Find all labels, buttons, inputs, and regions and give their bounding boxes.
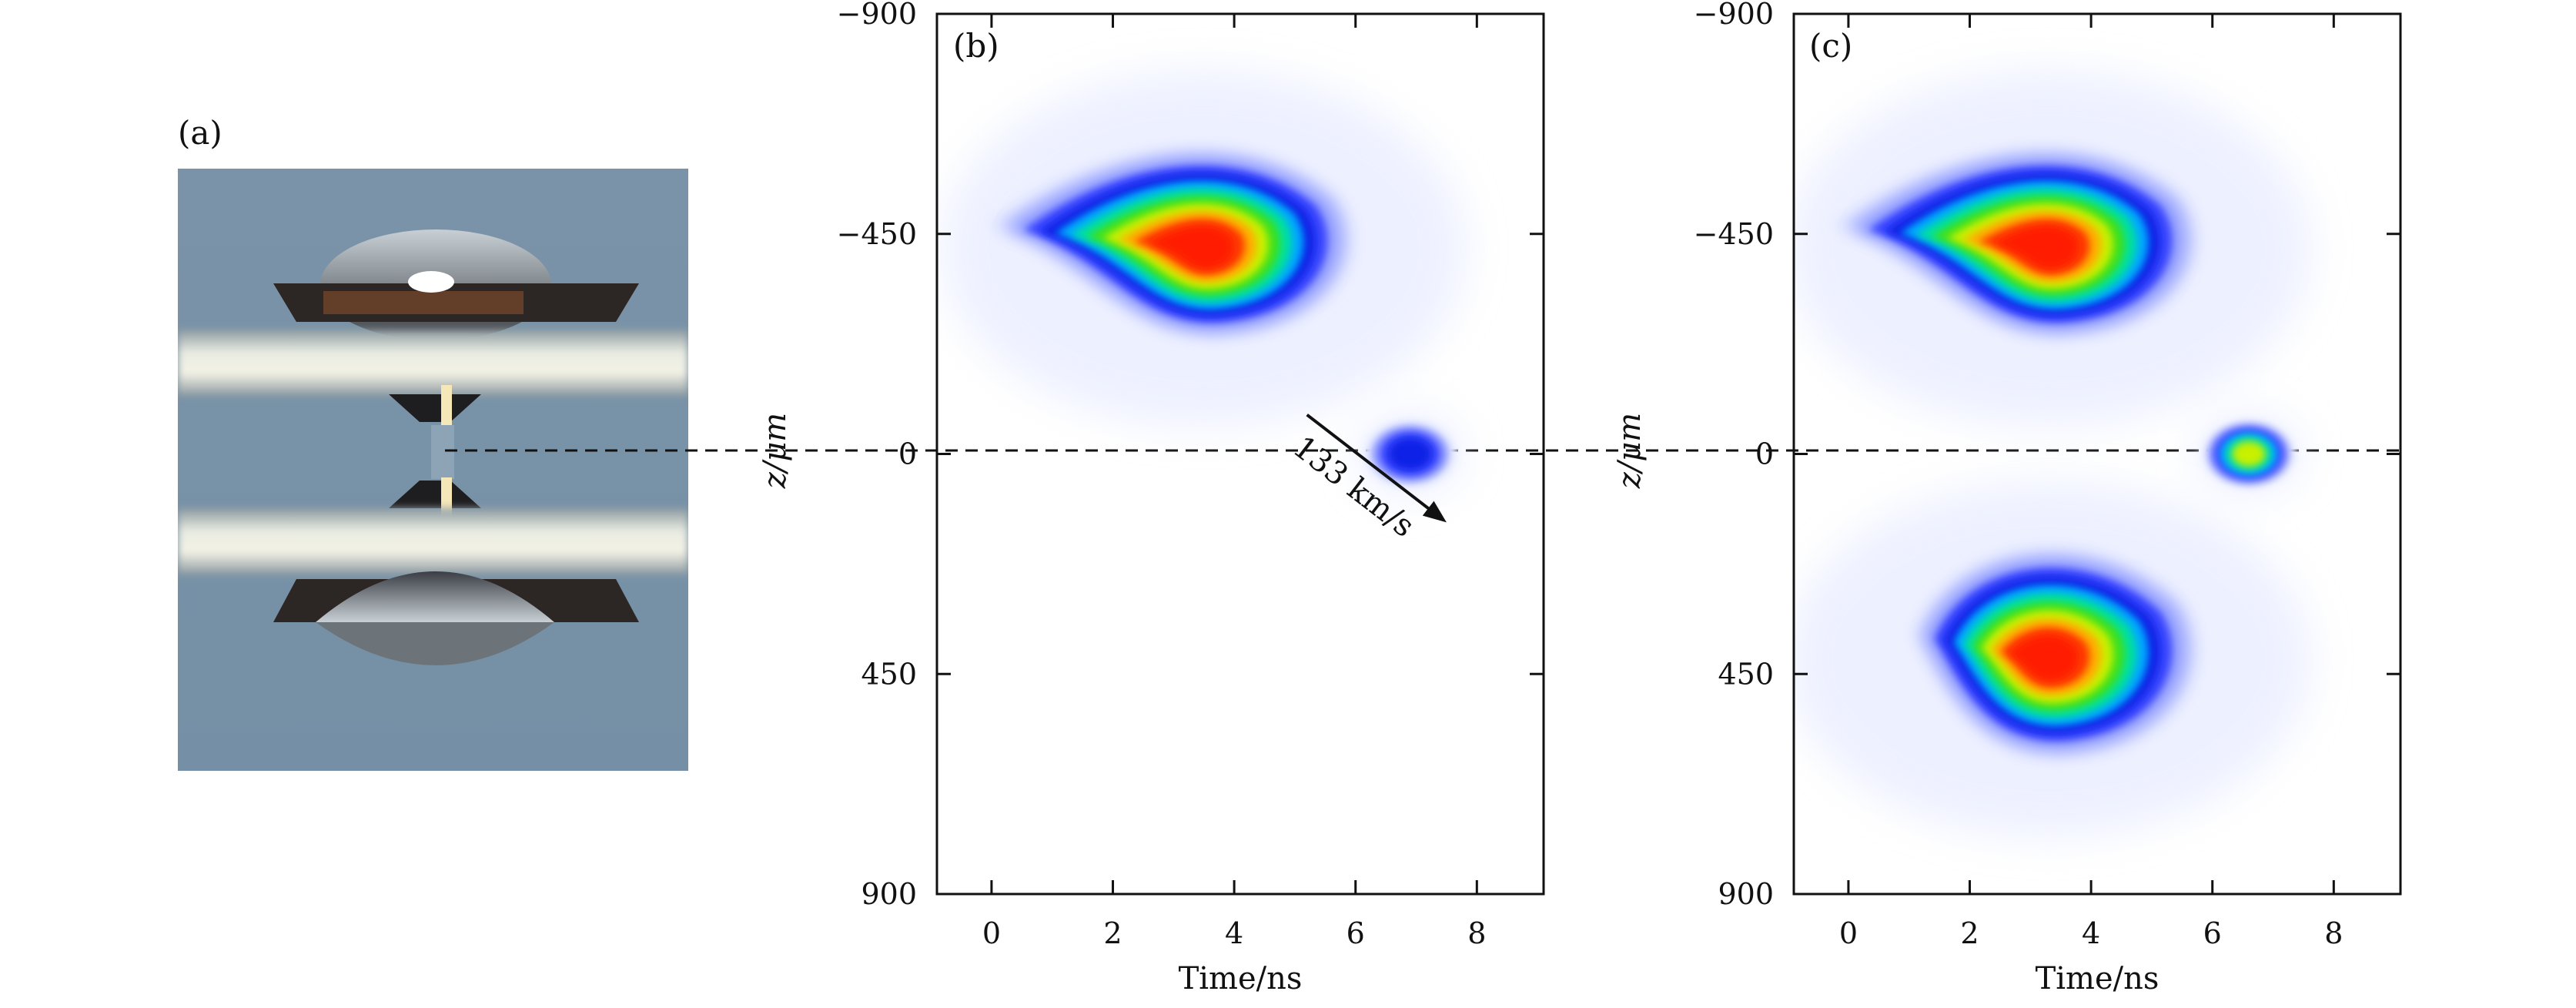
panel-c: (c) 0 2 4 6 8 −900 −450 0 450 900 Time/ns z/μm (1612, 0, 2402, 996)
heat-blob (1794, 71, 2310, 426)
y-tick-label: −450 (1694, 217, 1774, 251)
x-tick-label: 4 (2082, 916, 2100, 950)
x-tick-label: 2 (1960, 916, 1979, 950)
panel-a-label: (a) (178, 114, 222, 152)
panel-b-label: (b) (953, 27, 999, 65)
panel-c-heatmap (1794, 71, 2310, 837)
x-tick-label: 8 (1467, 916, 1486, 950)
heat-blob (2195, 411, 2303, 497)
electrode-photo (178, 169, 688, 771)
panel-c-ylabel: z/μm (1612, 413, 1648, 489)
y-tick-label: −450 (837, 217, 917, 251)
x-tick-label: 2 (1103, 916, 1122, 950)
y-tick-label: 900 (1718, 877, 1774, 911)
x-tick-label: 0 (982, 916, 1001, 950)
heat-blob (1794, 482, 2310, 837)
panel-b-ylabel: z/μm (758, 413, 793, 489)
y-tick-label: −900 (1694, 0, 1774, 31)
x-tick-label: 4 (1225, 916, 1243, 950)
y-tick-label: −900 (837, 0, 917, 31)
panel-b-xlabel: Time/ns (1179, 961, 1303, 996)
x-tick-label: 8 (2324, 916, 2343, 950)
panel-c-xlabel: Time/ns (2036, 961, 2159, 996)
y-tick-label: 0 (1755, 437, 1774, 471)
velocity-arrow (1306, 414, 1440, 517)
x-tick-label: 6 (1347, 916, 1365, 950)
y-tick-label: 900 (861, 877, 917, 911)
y-tick-label: 0 (898, 437, 917, 471)
x-tick-label: 6 (2203, 916, 2222, 950)
heat-blob (942, 71, 1466, 426)
y-tick-label: 450 (861, 657, 917, 691)
y-tick-label: 450 (1718, 657, 1774, 691)
panel-b-heatmap (942, 71, 1466, 497)
panel-c-label: (c) (1809, 27, 1852, 65)
x-tick-label: 0 (1839, 916, 1858, 950)
velocity-arrowhead (1422, 501, 1447, 523)
